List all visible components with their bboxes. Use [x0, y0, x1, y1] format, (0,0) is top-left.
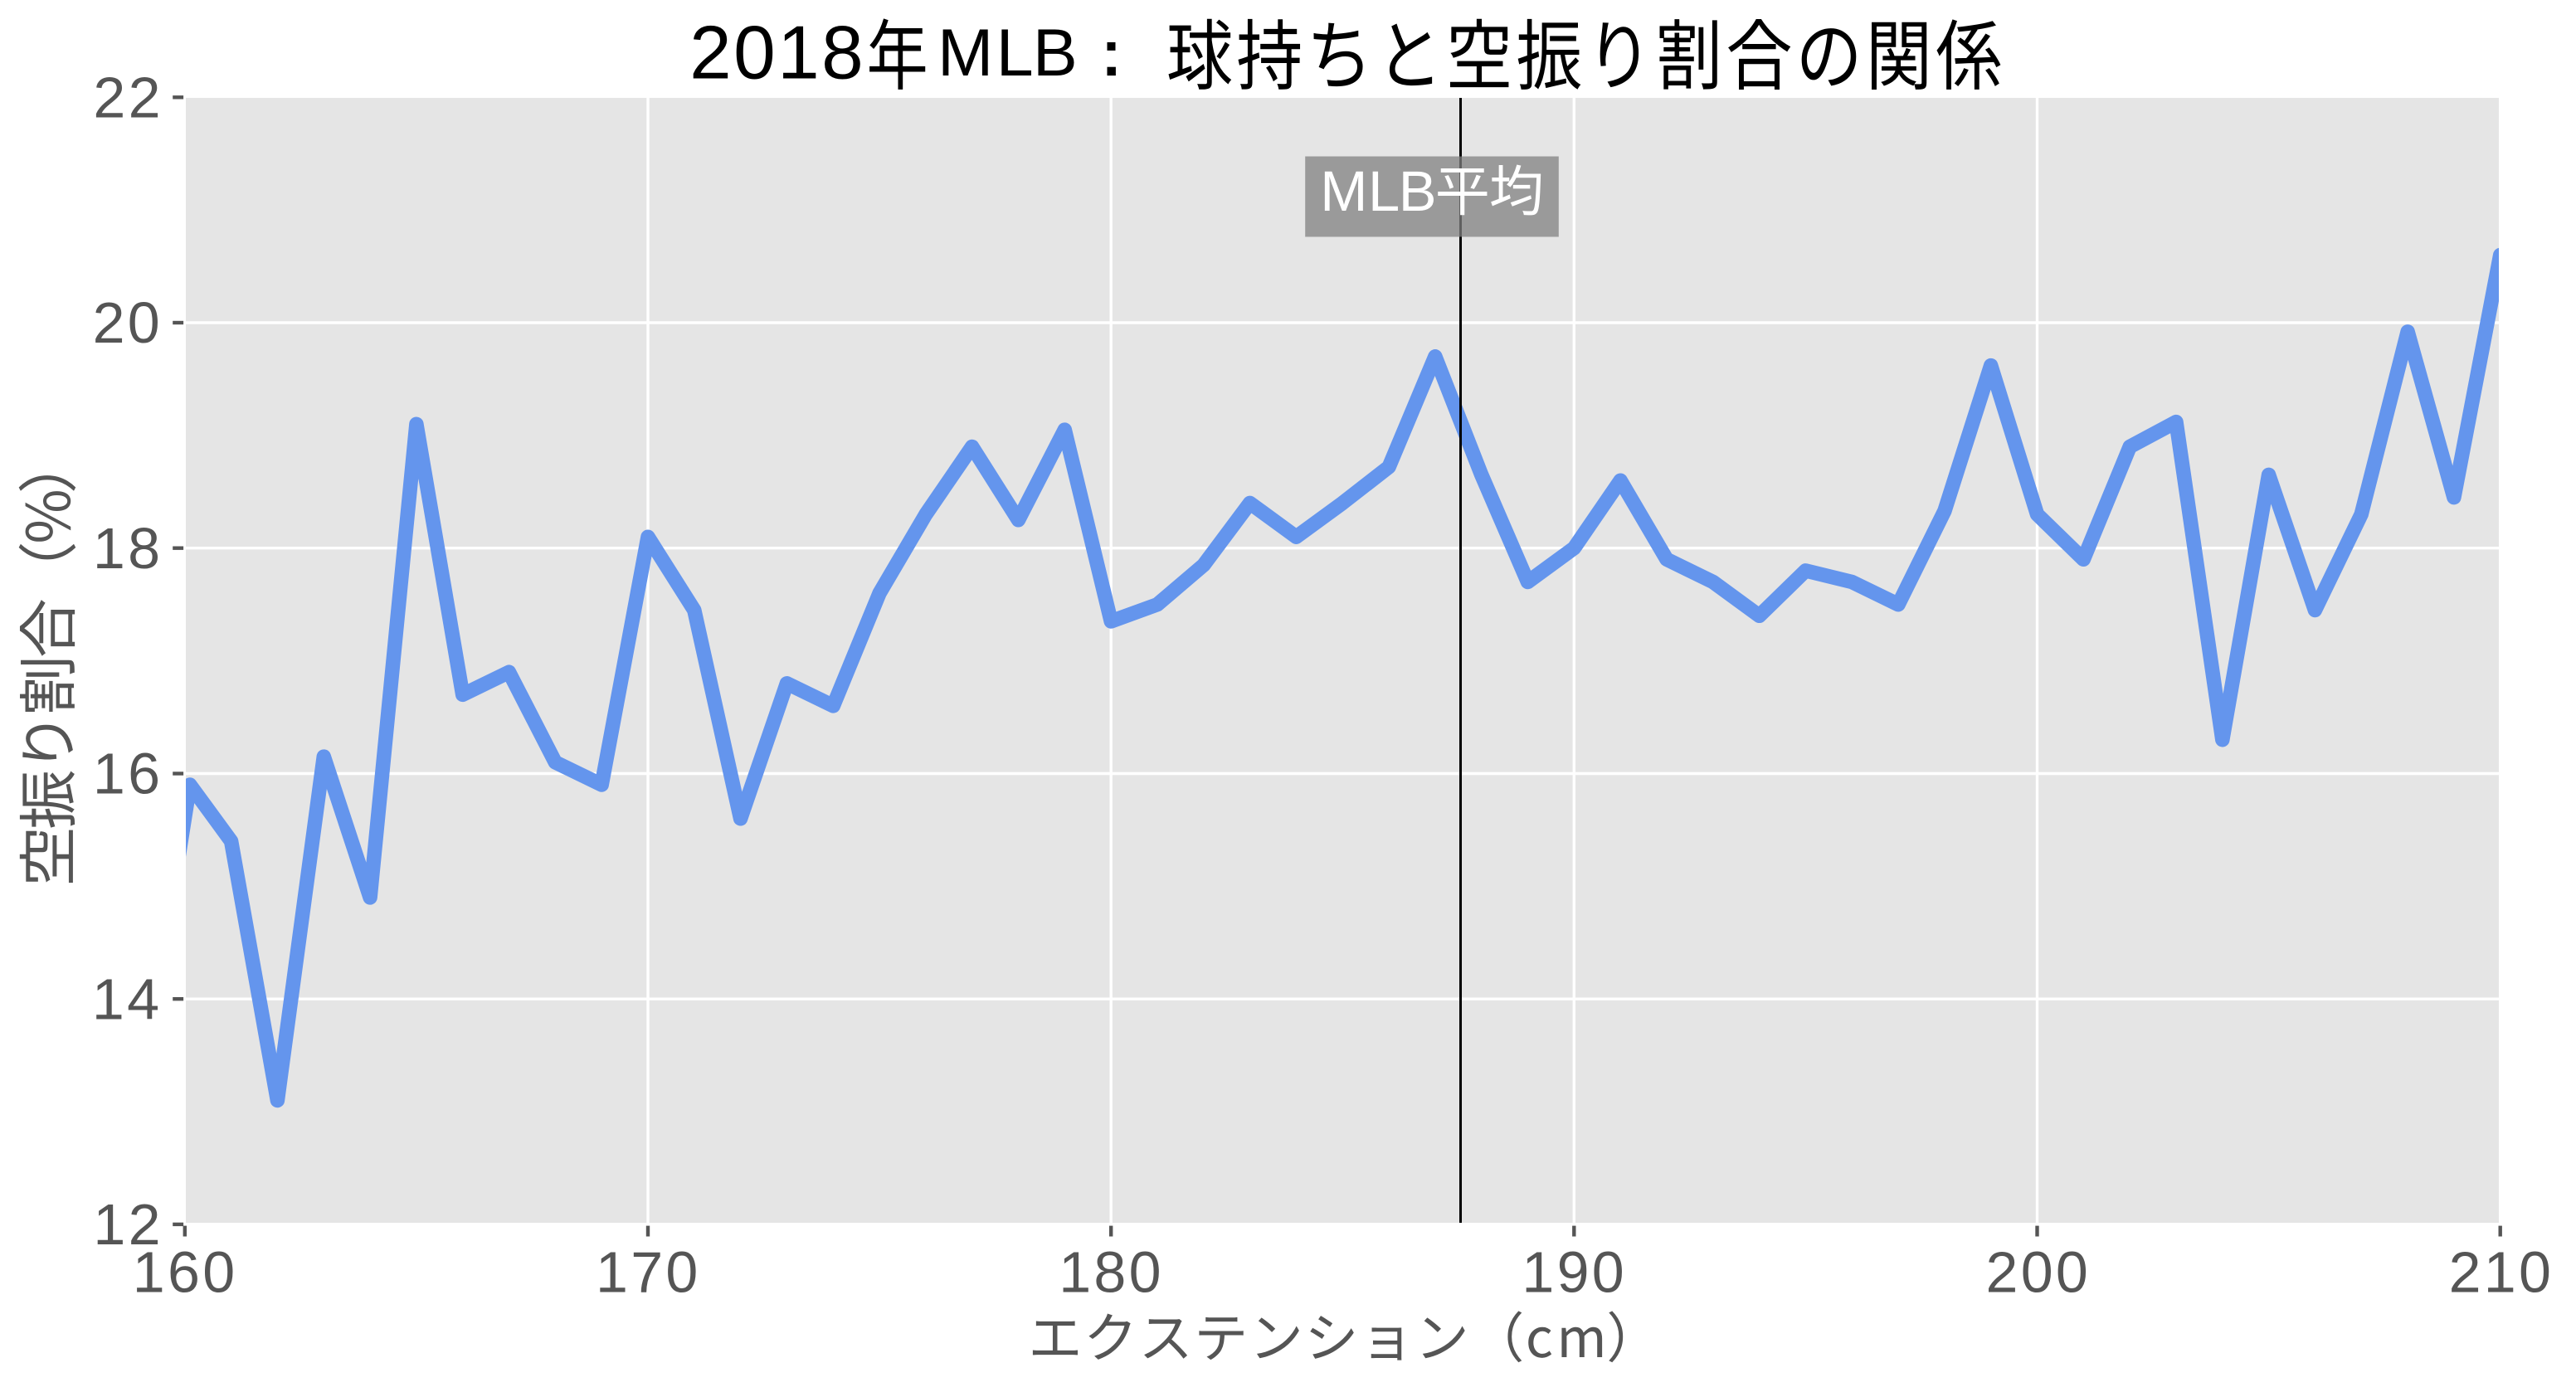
svg-text:M: M: [1320, 159, 1367, 223]
svg-text:0: 0: [2519, 1240, 2551, 1305]
svg-text:2: 2: [2449, 1240, 2481, 1305]
svg-text:0: 0: [1129, 1240, 1161, 1305]
svg-text:2: 2: [1986, 1240, 2018, 1305]
svg-text:1: 1: [777, 12, 820, 95]
svg-text:0: 0: [733, 12, 776, 95]
svg-text:4: 4: [127, 966, 159, 1031]
svg-text:9: 9: [1557, 1240, 1590, 1305]
svg-text:0: 0: [2021, 1240, 2053, 1305]
svg-text:0: 0: [128, 290, 160, 355]
svg-text:B: B: [1399, 159, 1437, 223]
svg-text:8: 8: [821, 12, 864, 95]
svg-text:6: 6: [168, 1240, 200, 1305]
svg-text:1: 1: [93, 1192, 125, 1257]
svg-text:0: 0: [202, 1240, 235, 1305]
svg-text:M: M: [937, 16, 993, 90]
svg-text:1: 1: [93, 742, 125, 806]
svg-text:1: 1: [92, 966, 124, 1031]
svg-text:7: 7: [631, 1240, 663, 1305]
svg-text:2: 2: [129, 1192, 161, 1257]
svg-text:2: 2: [93, 290, 125, 355]
svg-text:1: 1: [93, 516, 125, 581]
svg-text:1: 1: [2484, 1240, 2516, 1305]
svg-text:6: 6: [128, 742, 160, 806]
svg-text:8: 8: [1093, 1240, 1126, 1305]
svg-text:0: 0: [1592, 1240, 1624, 1305]
svg-text:8: 8: [128, 516, 160, 581]
svg-text:0: 0: [2056, 1240, 2088, 1305]
svg-text:1: 1: [1522, 1240, 1554, 1305]
svg-text:L: L: [996, 16, 1034, 90]
svg-text:1: 1: [1059, 1240, 1091, 1305]
svg-text:2: 2: [129, 66, 161, 130]
svg-text:2: 2: [93, 66, 125, 130]
svg-text:1: 1: [133, 1240, 165, 1305]
svg-text:0: 0: [665, 1240, 698, 1305]
svg-text:2: 2: [689, 12, 732, 95]
svg-text:B: B: [1033, 16, 1078, 90]
svg-text:L: L: [1368, 159, 1400, 223]
svg-text:1: 1: [596, 1240, 628, 1305]
